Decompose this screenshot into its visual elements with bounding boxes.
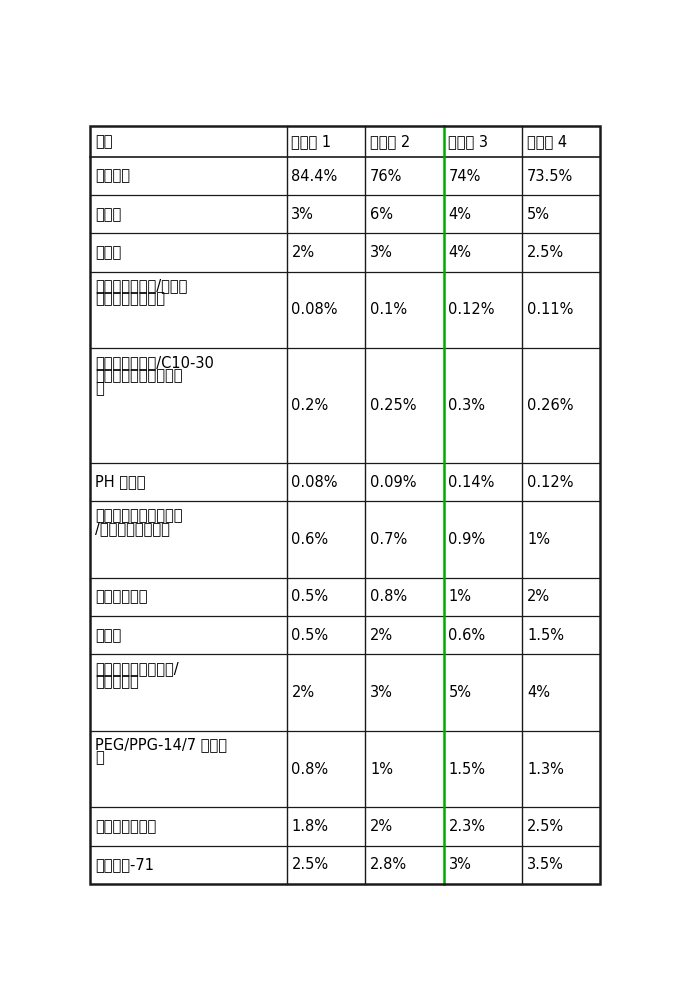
Text: 0.2%: 0.2% — [291, 398, 329, 413]
Text: 4%: 4% — [448, 207, 472, 222]
Text: 番石榴果提取物: 番石榴果提取物 — [95, 819, 156, 834]
Text: 去离子水: 去离子水 — [95, 169, 130, 184]
Text: 丙烯酸（酯）类/C10-30: 丙烯酸（酯）类/C10-30 — [95, 355, 214, 370]
Text: 乙烯酯交联聚合物: 乙烯酯交联聚合物 — [95, 292, 165, 307]
Text: 丙烯酸（酯）类/异掂酸: 丙烯酸（酯）类/异掂酸 — [95, 278, 187, 293]
Text: 2.5%: 2.5% — [291, 857, 328, 872]
Text: 73.5%: 73.5% — [527, 169, 574, 184]
Text: 0.09%: 0.09% — [370, 475, 417, 490]
Text: 4%: 4% — [527, 685, 550, 700]
Text: 物: 物 — [95, 381, 104, 396]
Text: 实施例 2: 实施例 2 — [370, 134, 410, 149]
Text: 1.8%: 1.8% — [291, 819, 328, 834]
Text: 0.12%: 0.12% — [527, 475, 574, 490]
Text: 3.5%: 3.5% — [527, 857, 564, 872]
Text: /山梨坦橄榄油酸酯: /山梨坦橄榄油酸酯 — [95, 521, 170, 536]
Text: 1%: 1% — [527, 532, 550, 547]
Text: 异戴酸异戴酯: 异戴酸异戴酯 — [95, 589, 148, 604]
Text: 1%: 1% — [370, 762, 393, 777]
Text: 0.3%: 0.3% — [448, 398, 485, 413]
Text: 84.4%: 84.4% — [291, 169, 338, 184]
Text: PH 调节剂: PH 调节剂 — [95, 475, 146, 490]
Text: 2%: 2% — [527, 589, 550, 604]
Text: 环五聚二甲基硅氧烷/: 环五聚二甲基硅氧烷/ — [95, 661, 179, 676]
Text: 0.6%: 0.6% — [448, 628, 486, 643]
Text: 2.5%: 2.5% — [527, 245, 564, 260]
Text: 1.5%: 1.5% — [527, 628, 564, 643]
Text: 0.8%: 0.8% — [370, 589, 407, 604]
Text: 1%: 1% — [448, 589, 472, 604]
Text: 3%: 3% — [448, 857, 471, 872]
Text: 1.3%: 1.3% — [527, 762, 564, 777]
Text: 0.12%: 0.12% — [448, 302, 495, 317]
Text: 0.9%: 0.9% — [448, 532, 486, 547]
Text: 0.7%: 0.7% — [370, 532, 407, 547]
Text: 0.5%: 0.5% — [291, 589, 328, 604]
Text: 聚季銐盐-71: 聚季銐盐-71 — [95, 857, 154, 872]
Text: 0.1%: 0.1% — [370, 302, 407, 317]
Text: 0.08%: 0.08% — [291, 302, 338, 317]
Text: 3%: 3% — [370, 685, 393, 700]
Text: 甜菜碱: 甜菜碱 — [95, 245, 121, 260]
Text: 2.5%: 2.5% — [527, 819, 564, 834]
Text: 0.5%: 0.5% — [291, 628, 328, 643]
Text: 5%: 5% — [448, 685, 472, 700]
Text: 0.8%: 0.8% — [291, 762, 328, 777]
Text: 0.08%: 0.08% — [291, 475, 338, 490]
Text: 实施例 4: 实施例 4 — [527, 134, 567, 149]
Text: 2%: 2% — [370, 819, 393, 834]
Text: 0.25%: 0.25% — [370, 398, 417, 413]
Text: 鲸蜗硬脂醇橄榄油酸酯: 鲸蜗硬脂醇橄榄油酸酯 — [95, 508, 183, 523]
Text: 2%: 2% — [291, 685, 315, 700]
Text: 丁二醇: 丁二醇 — [95, 207, 121, 222]
Text: 74%: 74% — [448, 169, 481, 184]
Text: 6%: 6% — [370, 207, 393, 222]
Text: 3%: 3% — [370, 245, 393, 260]
Text: 角鲨烷: 角鲨烷 — [95, 628, 121, 643]
Text: 0.26%: 0.26% — [527, 398, 574, 413]
Text: 环己硅氧烷: 环己硅氧烷 — [95, 674, 139, 689]
Text: 0.11%: 0.11% — [527, 302, 574, 317]
Text: 2.3%: 2.3% — [448, 819, 485, 834]
Text: 0.14%: 0.14% — [448, 475, 495, 490]
Text: 76%: 76% — [370, 169, 402, 184]
Text: 烷醇丙烯酸酯交联聚合: 烷醇丙烯酸酯交联聚合 — [95, 368, 183, 383]
Text: 实施例 1: 实施例 1 — [291, 134, 332, 149]
Text: 1.5%: 1.5% — [448, 762, 485, 777]
Text: PEG/PPG-14/7 二甲基: PEG/PPG-14/7 二甲基 — [95, 738, 227, 753]
Text: 实施例 3: 实施例 3 — [448, 134, 489, 149]
Text: 0.6%: 0.6% — [291, 532, 328, 547]
Text: 2%: 2% — [291, 245, 315, 260]
Text: 醚: 醚 — [95, 751, 104, 766]
Text: 3%: 3% — [291, 207, 314, 222]
Text: 5%: 5% — [527, 207, 550, 222]
Text: 2.8%: 2.8% — [370, 857, 407, 872]
Text: 2%: 2% — [370, 628, 393, 643]
Text: 成分: 成分 — [95, 134, 113, 149]
Text: 4%: 4% — [448, 245, 472, 260]
